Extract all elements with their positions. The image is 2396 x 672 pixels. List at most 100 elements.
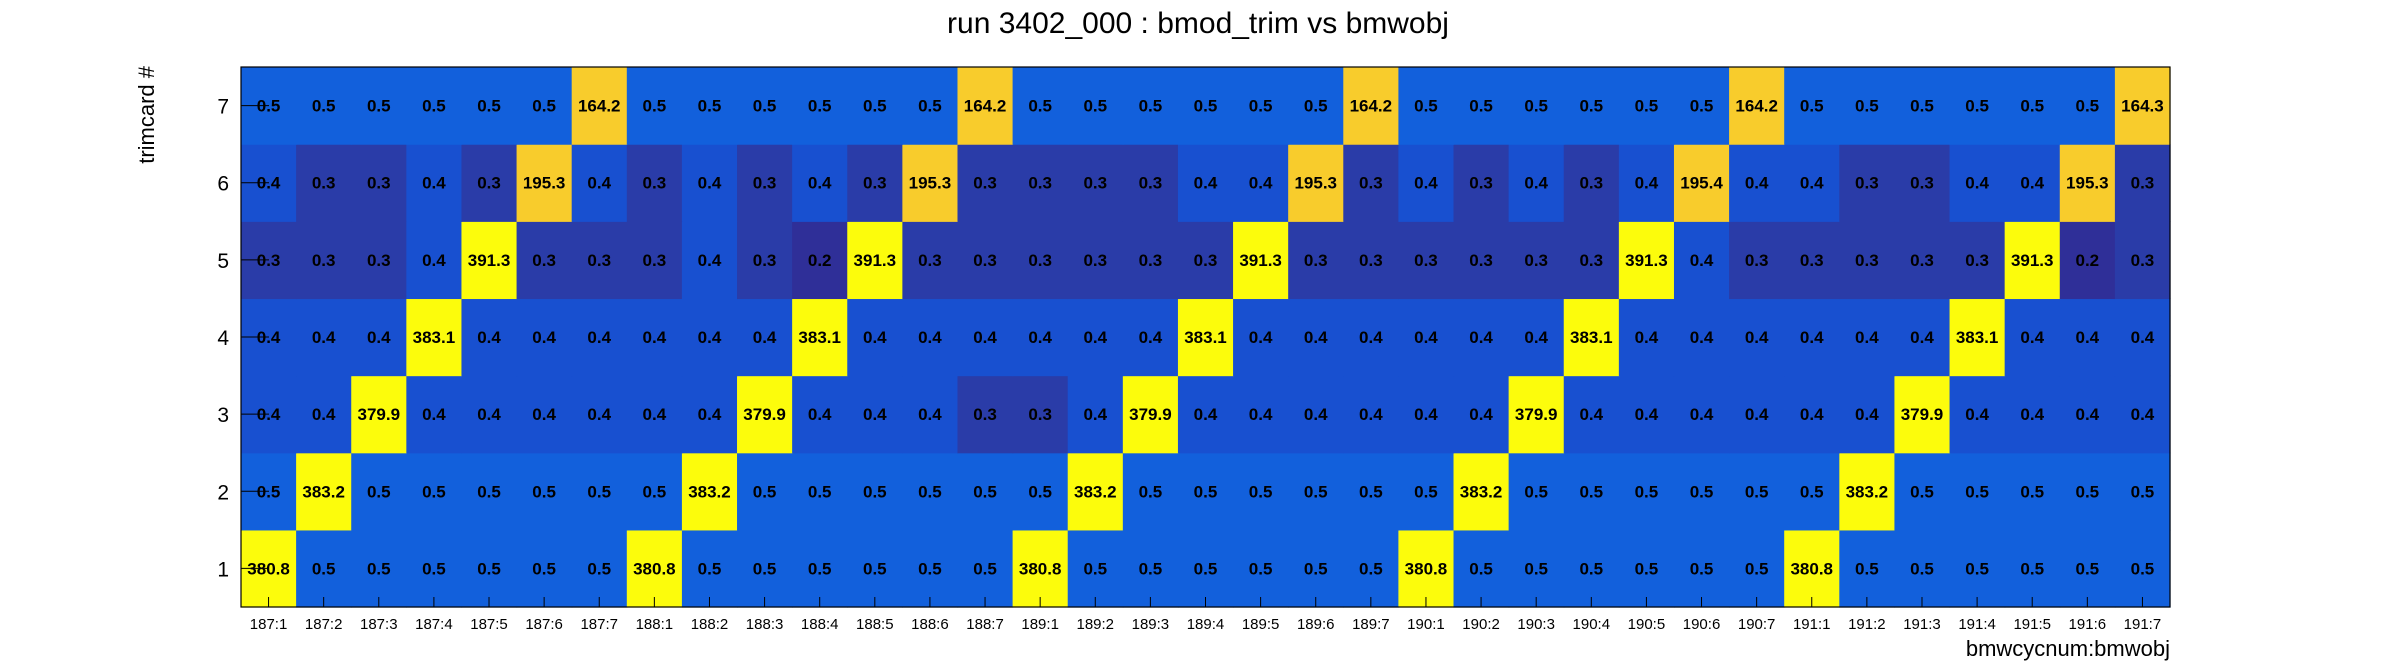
cell-value-label: 0.4	[1194, 174, 1218, 193]
cell-value-label: 0.4	[643, 405, 667, 424]
cell-value-label: 0.3	[753, 251, 777, 270]
heatmap-cell	[351, 221, 407, 300]
cell-value-label: 0.3	[367, 251, 391, 270]
heatmap-cell	[847, 298, 903, 377]
heatmap-cell	[1894, 221, 1951, 300]
cell-value-label: 0.5	[1359, 559, 1383, 578]
heatmap-cell	[1618, 144, 1675, 222]
heatmap-cell	[1784, 375, 1840, 454]
x-tick-label: 189:1	[1021, 616, 1059, 633]
x-tick-label: 190:4	[1573, 616, 1611, 633]
heatmap-cell	[461, 452, 518, 531]
cell-value-label: 0.4	[808, 174, 832, 193]
x-tick-label: 189:4	[1187, 616, 1225, 633]
cell-value-label: 0.5	[1635, 559, 1659, 578]
cell-value-label: 0.5	[1139, 482, 1163, 501]
heatmap-cell	[571, 375, 628, 454]
heatmap-cell	[957, 144, 1014, 222]
cell-value-label: 0.3	[1579, 251, 1603, 270]
heatmap-cell	[1398, 298, 1455, 377]
heatmap-cell	[1398, 375, 1455, 454]
cell-value-label: 0.4	[2131, 328, 2155, 347]
x-tick-label: 189:5	[1242, 616, 1280, 633]
heatmap-cell	[1398, 144, 1455, 222]
y-tick-label: 1	[217, 558, 229, 581]
cell-value-label: 0.4	[2131, 405, 2155, 424]
cell-value-label: 0.3	[587, 251, 611, 270]
heatmap-cell	[1949, 298, 2006, 377]
x-tick-label: 188:3	[746, 616, 784, 633]
cell-value-label: 0.4	[2076, 405, 2100, 424]
x-tick-label: 191:2	[1848, 616, 1886, 633]
heatmap-cell	[571, 298, 628, 377]
heatmap-cell	[1673, 221, 1730, 300]
heatmap-cell	[626, 375, 683, 454]
y-tick-label: 5	[217, 250, 229, 273]
heatmap-cell	[957, 452, 1014, 531]
cell-value-label: 0.5	[1579, 97, 1603, 116]
cell-value-label: 164.2	[578, 97, 621, 116]
heatmap-cell	[351, 529, 407, 608]
heatmap-cell	[296, 298, 352, 377]
cell-value-label: 0.4	[312, 405, 336, 424]
heatmap-cell	[516, 221, 573, 300]
cell-value-label: 0.3	[1028, 251, 1052, 270]
cell-value-label: 0.4	[698, 251, 722, 270]
heatmap-cell	[1233, 67, 1289, 145]
heatmap-cell	[1398, 529, 1455, 608]
heatmap-cell	[2114, 375, 2171, 454]
cell-value-label: 0.5	[587, 482, 611, 501]
cell-value-label: 0.4	[753, 328, 777, 347]
cell-value-label: 391.3	[1625, 251, 1668, 270]
cell-value-label: 0.4	[1028, 328, 1052, 347]
heatmap-cell	[1673, 375, 1730, 454]
heatmap-cell	[1839, 144, 1896, 222]
cell-value-label: 0.3	[973, 174, 997, 193]
heatmap-cell	[2059, 452, 2116, 531]
heatmap-cell	[1784, 298, 1840, 377]
cell-value-label: 0.2	[2076, 251, 2100, 270]
heatmap-cell	[571, 529, 628, 608]
heatmap-cell	[1453, 67, 1510, 145]
heatmap-cell	[902, 452, 959, 531]
heatmap-cell	[516, 529, 573, 608]
heatmap-cell	[1067, 375, 1124, 454]
heatmap-cells	[241, 67, 2171, 608]
cell-value-label: 0.3	[1855, 174, 1879, 193]
heatmap-cell	[681, 298, 738, 377]
heatmap-cell	[1563, 298, 1620, 377]
cell-value-label: 0.4	[2076, 328, 2100, 347]
x-tick-label: 190:2	[1462, 616, 1500, 633]
cell-value-label: 0.5	[1745, 482, 1769, 501]
cell-value-label: 380.8	[1790, 559, 1833, 578]
cell-value-label: 0.5	[1965, 482, 1989, 501]
cell-value-label: 0.5	[698, 97, 722, 116]
heatmap-cell	[406, 375, 463, 454]
heatmap-cell	[1894, 298, 1951, 377]
cell-value-label: 0.4	[918, 328, 942, 347]
cell-value-label: 0.5	[1690, 559, 1714, 578]
heatmap-cell	[571, 67, 628, 145]
cell-value-label: 379.9	[358, 405, 401, 424]
cell-value-label: 0.3	[1965, 251, 1989, 270]
x-tick-label: 189:6	[1297, 616, 1335, 633]
heatmap-cell	[1067, 452, 1124, 531]
heatmap-cell	[2059, 375, 2116, 454]
cell-value-label: 0.5	[753, 97, 777, 116]
cell-value-label: 0.4	[698, 405, 722, 424]
cell-value-label: 0.4	[422, 174, 446, 193]
heatmap-cell	[1177, 144, 1234, 222]
cell-value-label: 0.4	[918, 405, 942, 424]
heatmap-cell	[1839, 298, 1896, 377]
heatmap-cell	[1012, 529, 1069, 608]
cell-value-label: 0.3	[1139, 251, 1163, 270]
heatmap-cell	[1618, 221, 1675, 300]
cell-value-label: 0.3	[643, 251, 667, 270]
cell-value-label: 0.5	[1745, 559, 1769, 578]
heatmap-cell	[626, 298, 683, 377]
cell-value-label: 0.5	[1855, 97, 1879, 116]
heatmap-cell	[1784, 529, 1840, 608]
x-tick-label: 190:5	[1628, 616, 1666, 633]
heatmap-cell	[1949, 144, 2006, 222]
heatmap-cell	[461, 375, 518, 454]
